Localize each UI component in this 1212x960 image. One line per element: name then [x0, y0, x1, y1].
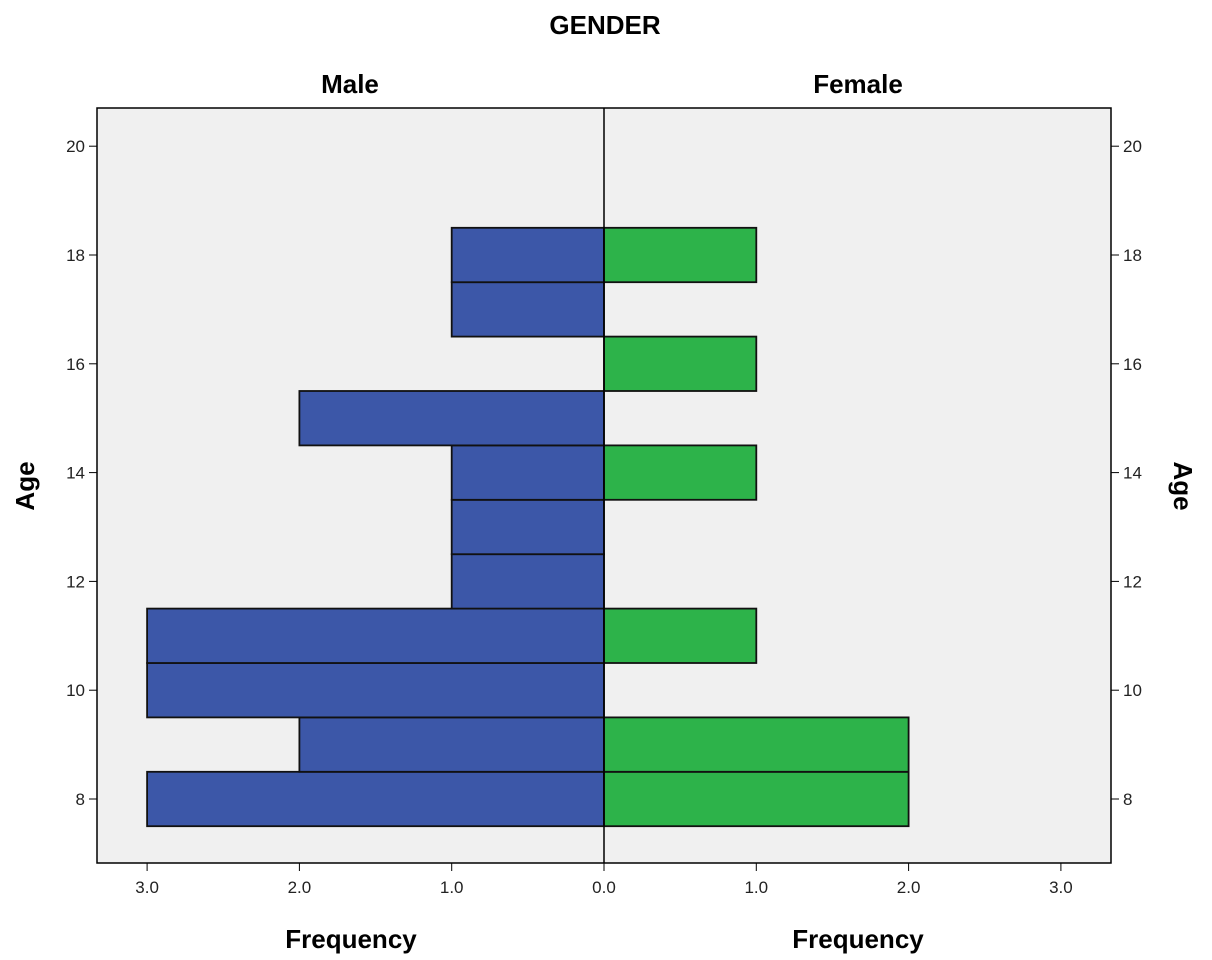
- y-axis-left: 8 10 12 14 16 18 20: [66, 137, 97, 809]
- male-bar-age-9: [298, 716, 605, 773]
- panel-label-female: Female: [813, 69, 903, 99]
- y-tick-label-left-12: 12: [66, 572, 85, 591]
- chart-title: GENDER: [549, 10, 660, 40]
- female-bar-age-8: [603, 770, 910, 828]
- y-tick-label-right-8: 8: [1123, 790, 1132, 809]
- x-tick-label-0: 3.0: [135, 878, 159, 897]
- male-bar-age-12: [450, 553, 605, 610]
- male-bar-age-17: [450, 281, 605, 338]
- male-bar-age-11: [146, 607, 605, 664]
- y-tick-label-right-12: 12: [1123, 572, 1142, 591]
- female-bar-age-18: [603, 226, 758, 284]
- male-bar-age-14: [450, 444, 605, 501]
- y-tick-label-left-14: 14: [66, 464, 85, 483]
- y-tick-label-left-16: 16: [66, 355, 85, 374]
- x-tick-label-1: 2.0: [288, 878, 312, 897]
- y-axis-title-left: Age: [10, 461, 40, 510]
- y-tick-label-left-20: 20: [66, 137, 85, 156]
- x-tick-label-3: 0.0: [592, 878, 616, 897]
- x-axis-title-right: Frequency: [792, 924, 924, 954]
- male-bar-age-8: [146, 770, 605, 828]
- female-bar-age-9: [603, 716, 910, 773]
- y-tick-label-right-14: 14: [1123, 464, 1142, 483]
- y-tick-label-right-20: 20: [1123, 137, 1142, 156]
- female-bar-age-11: [603, 607, 758, 664]
- male-bars: [146, 226, 605, 828]
- x-tick-label-4: 1.0: [744, 878, 768, 897]
- male-bar-age-18: [450, 226, 605, 284]
- y-tick-label-right-18: 18: [1123, 246, 1142, 265]
- male-bar-age-15: [298, 390, 605, 447]
- female-bar-age-16: [603, 335, 758, 392]
- x-tick-label-2: 1.0: [440, 878, 464, 897]
- y-tick-label-right-10: 10: [1123, 681, 1142, 700]
- x-tick-label-5: 2.0: [897, 878, 921, 897]
- female-bar-age-14: [603, 444, 758, 501]
- x-tick-label-6: 3.0: [1049, 878, 1073, 897]
- x-axis: 3.0 2.0 1.0 0.0 1.0 2.0 3.0: [135, 863, 1073, 897]
- female-bars: [603, 226, 910, 828]
- x-axis-title-left: Frequency: [285, 924, 417, 954]
- y-tick-label-right-16: 16: [1123, 355, 1142, 374]
- male-bar-age-10: [146, 662, 605, 719]
- y-axis-title-right: Age: [1168, 461, 1198, 510]
- y-tick-label-left-10: 10: [66, 681, 85, 700]
- y-tick-label-left-18: 18: [66, 246, 85, 265]
- panel-label-male: Male: [321, 69, 379, 99]
- male-bar-age-13: [450, 498, 605, 556]
- y-axis-right: 8 10 12 14 16 18 20: [1111, 137, 1142, 809]
- y-tick-label-left-8: 8: [76, 790, 85, 809]
